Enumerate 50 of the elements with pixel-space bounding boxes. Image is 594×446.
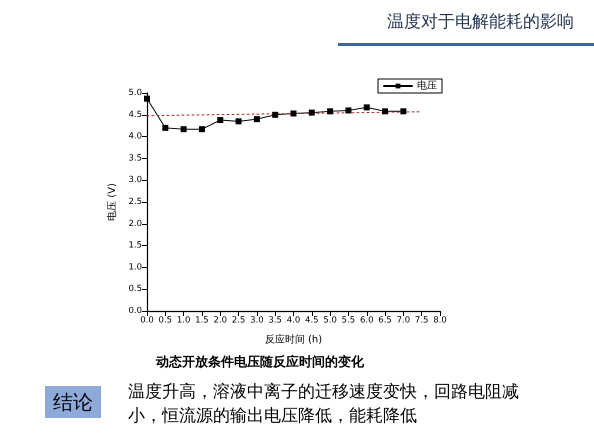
x-tick-label: 7.5: [414, 316, 428, 326]
x-tick-label: 1.5: [195, 316, 209, 326]
point: [308, 110, 315, 116]
x-tick-label: 6.0: [360, 316, 374, 326]
y-tick-label: 2.0: [128, 218, 142, 229]
y-tick-label: 3.5: [128, 153, 142, 164]
point: [198, 126, 205, 132]
y-tick-label: 1.0: [128, 262, 142, 272]
point: [162, 124, 168, 131]
point: [290, 110, 296, 116]
y-tick-label: 5.0: [128, 88, 142, 98]
point: [144, 96, 150, 102]
text: 温度升高，溶液中离子的迁移速度变快，回路电阻减小，恒流源的输出电压降低，能耗降低: [128, 381, 520, 428]
point: [217, 117, 224, 124]
text: 结论: [45, 386, 101, 418]
legend-label: 电压: [417, 80, 437, 92]
point: [327, 108, 334, 114]
x-tick-label: 1.0: [176, 316, 190, 326]
point: [364, 104, 370, 110]
x-tick-label: 4.0: [286, 316, 300, 326]
y-tick-label: 1.5: [128, 240, 142, 251]
point: [382, 108, 388, 114]
x-axis-title: 反应时间 (h): [264, 334, 322, 346]
x-tick-label: 2.0: [213, 316, 228, 326]
x-tick-label: 6.5: [378, 316, 392, 326]
x-tick-label: 5.0: [323, 316, 337, 326]
y-axis-title: 电压 (V): [106, 182, 118, 221]
point: [272, 112, 278, 118]
x-tick-label: 3.0: [250, 316, 264, 326]
text: 温度对于电解能耗的影响: [387, 11, 574, 33]
x-tick-label: 0.5: [158, 316, 172, 326]
y-tick-label: 0.5: [128, 284, 142, 294]
x-tick-label: 0.0: [140, 316, 154, 326]
x-tick-label: 2.5: [232, 316, 246, 326]
y-tick-label: 4.5: [128, 110, 142, 120]
point: [345, 107, 352, 114]
x-tick-label: 8.0: [433, 316, 447, 326]
y-tick-label: 2.5: [128, 197, 142, 207]
point: [254, 116, 260, 122]
point: [180, 126, 187, 132]
y-tick-label: 3.0: [128, 175, 142, 186]
x-tick-label: 5.5: [342, 316, 356, 326]
point: [236, 118, 242, 124]
y-tick-label: 0.0: [128, 306, 142, 316]
y-tick-label: 4.0: [128, 132, 142, 142]
text: 动态开放条件电压随反应时间的变化: [154, 354, 365, 371]
x-tick-label: 7.0: [396, 316, 410, 326]
point: [400, 108, 406, 114]
x-tick-label: 4.5: [305, 316, 319, 326]
x-tick-label: 3.5: [268, 316, 282, 326]
